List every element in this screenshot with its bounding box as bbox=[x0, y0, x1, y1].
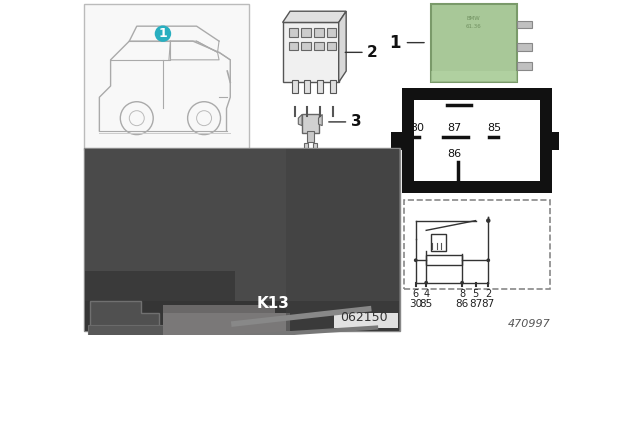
Polygon shape bbox=[90, 302, 159, 326]
Bar bbox=[516, 43, 532, 51]
Text: 2: 2 bbox=[367, 45, 378, 60]
Polygon shape bbox=[339, 11, 346, 82]
Bar bbox=[391, 132, 403, 150]
Text: 61.36: 61.36 bbox=[465, 24, 481, 29]
Bar bbox=[314, 28, 324, 37]
Bar bbox=[551, 132, 563, 150]
Bar bbox=[327, 28, 337, 37]
Text: 87: 87 bbox=[451, 91, 465, 101]
Bar bbox=[84, 148, 400, 332]
Bar bbox=[304, 80, 310, 94]
Bar bbox=[283, 22, 339, 82]
Text: 1: 1 bbox=[389, 34, 401, 52]
Bar bbox=[292, 80, 298, 94]
Bar bbox=[88, 325, 170, 369]
Bar bbox=[170, 363, 199, 380]
Text: 6: 6 bbox=[413, 289, 419, 299]
Text: 2: 2 bbox=[485, 289, 492, 299]
Text: 062150: 062150 bbox=[340, 311, 388, 324]
Circle shape bbox=[460, 281, 464, 284]
Text: 30: 30 bbox=[410, 123, 424, 133]
Bar bbox=[289, 42, 298, 50]
Text: K13: K13 bbox=[257, 296, 289, 311]
Text: 30: 30 bbox=[409, 299, 422, 309]
Bar bbox=[84, 4, 249, 150]
Circle shape bbox=[414, 258, 417, 262]
Bar bbox=[85, 149, 399, 331]
Text: 3: 3 bbox=[351, 114, 362, 129]
Bar bbox=[426, 255, 462, 266]
Text: 8: 8 bbox=[459, 289, 465, 299]
Bar bbox=[431, 234, 445, 250]
Text: 85: 85 bbox=[487, 123, 501, 133]
Bar bbox=[404, 200, 550, 289]
Polygon shape bbox=[283, 11, 346, 22]
Bar bbox=[85, 271, 235, 331]
Text: 4: 4 bbox=[423, 289, 429, 299]
Text: 1: 1 bbox=[159, 27, 167, 40]
Text: BMW: BMW bbox=[467, 16, 480, 21]
Text: 87: 87 bbox=[469, 299, 482, 309]
Bar bbox=[327, 42, 337, 50]
Bar bbox=[516, 21, 532, 28]
Bar bbox=[99, 388, 125, 410]
Polygon shape bbox=[298, 114, 302, 125]
Text: 85: 85 bbox=[420, 299, 433, 309]
Bar bbox=[303, 143, 308, 152]
Circle shape bbox=[155, 26, 171, 42]
Circle shape bbox=[486, 218, 490, 223]
Text: 86: 86 bbox=[456, 299, 468, 309]
Bar bbox=[403, 88, 552, 193]
Circle shape bbox=[486, 258, 490, 262]
Bar bbox=[330, 80, 336, 94]
Polygon shape bbox=[319, 114, 323, 125]
Text: 87: 87 bbox=[482, 299, 495, 309]
Bar bbox=[301, 42, 311, 50]
Bar bbox=[289, 28, 298, 37]
Circle shape bbox=[211, 359, 227, 375]
Bar bbox=[301, 28, 311, 37]
Text: 87: 87 bbox=[447, 123, 461, 133]
Bar bbox=[317, 80, 323, 94]
Text: 86: 86 bbox=[447, 149, 461, 159]
Bar bbox=[88, 388, 170, 425]
Bar bbox=[182, 378, 188, 382]
Bar bbox=[302, 114, 319, 133]
Bar bbox=[314, 42, 324, 50]
Bar bbox=[431, 71, 516, 82]
Bar bbox=[286, 149, 399, 331]
Bar bbox=[312, 143, 317, 152]
Bar bbox=[431, 4, 516, 82]
Bar bbox=[85, 301, 399, 331]
Text: 5: 5 bbox=[472, 289, 479, 299]
Circle shape bbox=[424, 281, 428, 284]
Bar bbox=[334, 313, 398, 327]
Bar bbox=[163, 305, 275, 372]
Text: 470997: 470997 bbox=[508, 319, 550, 329]
Bar bbox=[414, 100, 540, 181]
Text: X292: X292 bbox=[175, 427, 226, 445]
Bar bbox=[307, 131, 314, 142]
Bar bbox=[516, 62, 532, 69]
Text: 1: 1 bbox=[214, 361, 223, 374]
Bar bbox=[163, 313, 290, 343]
Bar bbox=[190, 378, 196, 382]
Bar bbox=[173, 378, 179, 382]
